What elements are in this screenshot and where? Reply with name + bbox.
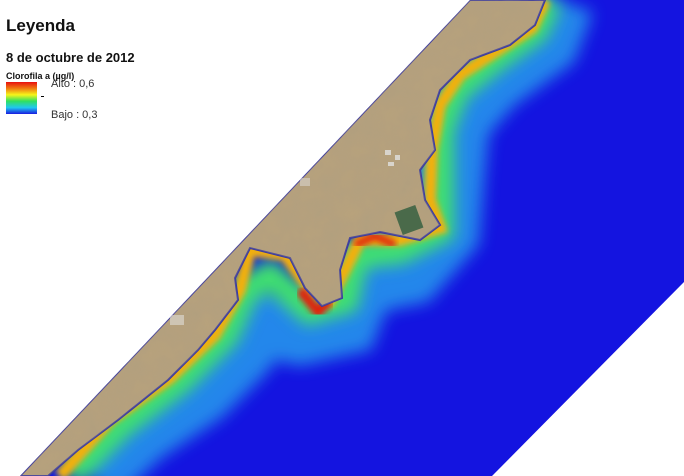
low-label: Bajo : 0,3: [51, 109, 98, 121]
pond: [394, 204, 424, 236]
high-label: Alto : 0,6: [51, 78, 95, 90]
legend-variable: Clorofila a (µg/l): [6, 71, 75, 81]
coastal-chlorophyll: [55, 0, 593, 476]
legend-title: Leyenda: [6, 16, 75, 35]
land-texture: [20, 0, 545, 476]
legend: Leyenda 8 de octubre de 2012 Clorofila a…: [6, 16, 135, 121]
legend-date: 8 de octubre de 2012: [6, 50, 135, 65]
color-ramp: [6, 82, 37, 114]
ramp-tick: [41, 96, 44, 97]
color-ramp-row: Alto : 0,6 Bajo : 0,3: [6, 78, 135, 121]
buildings: [170, 150, 400, 325]
